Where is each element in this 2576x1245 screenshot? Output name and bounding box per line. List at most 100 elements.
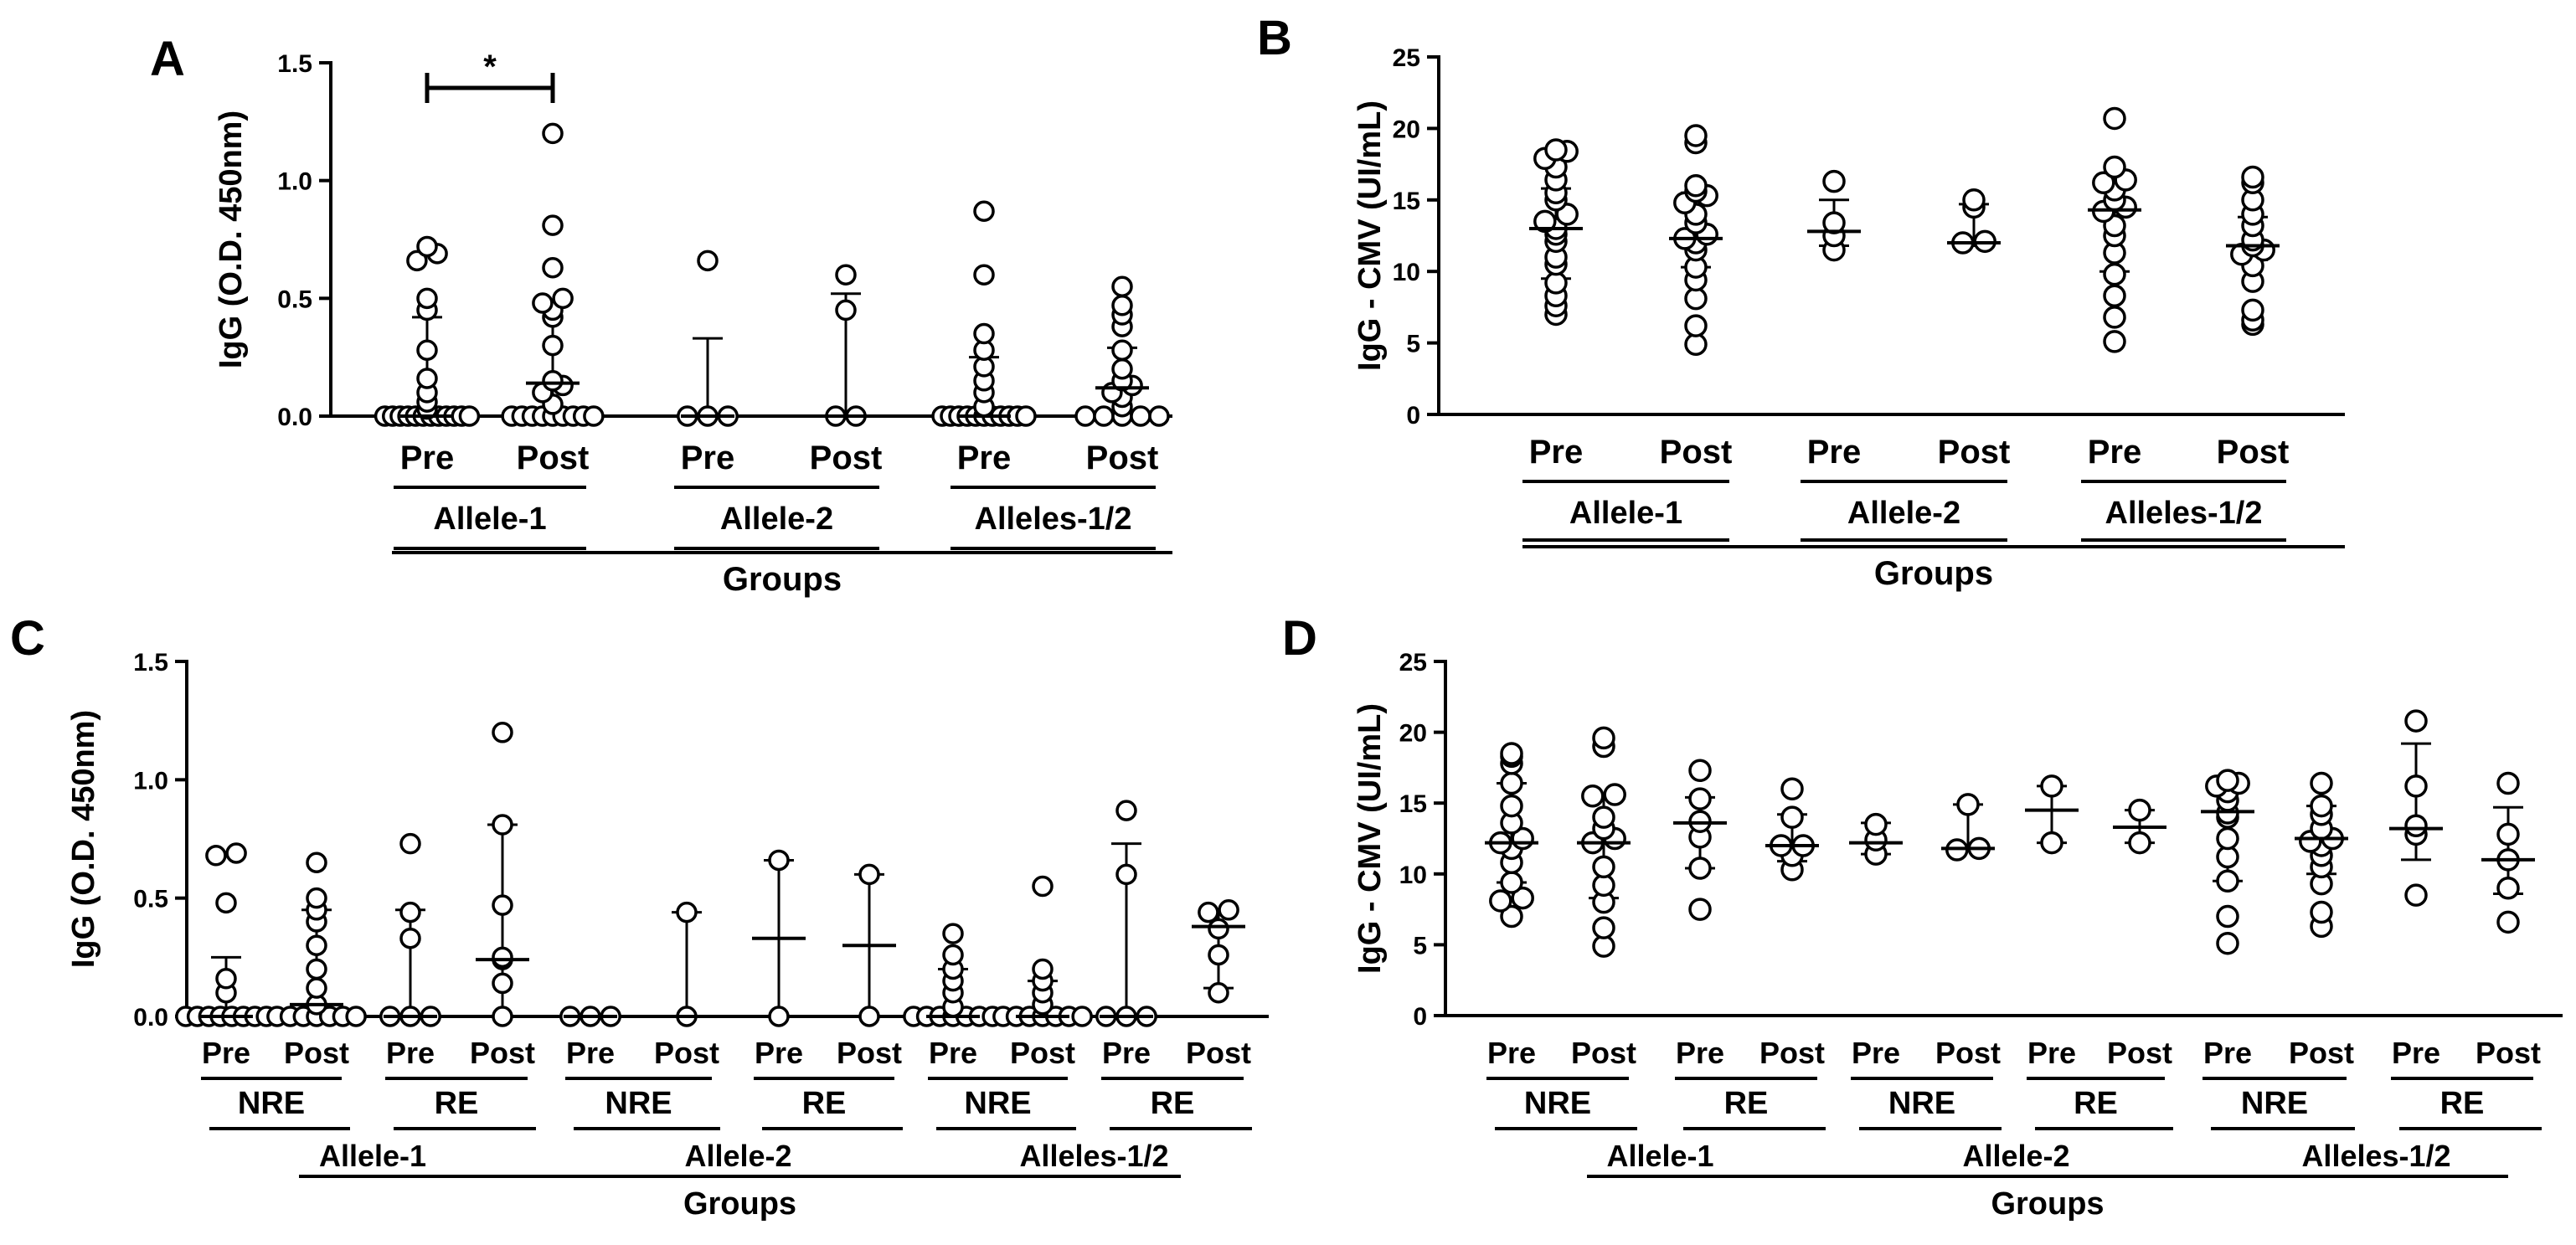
data-point: [1208, 944, 1229, 966]
data-point: [306, 958, 327, 980]
data-point: [2128, 798, 2151, 822]
panel-letter: C: [10, 611, 45, 666]
category-label: Post: [284, 1036, 349, 1070]
data-point: [1500, 904, 1523, 929]
data-point: [835, 264, 857, 286]
category-label: Post: [2476, 1036, 2541, 1070]
y-axis-label: IgG (O.D. 450nm): [66, 710, 101, 968]
category-label: Post: [2107, 1036, 2172, 1070]
category-label: Post: [1186, 1036, 1251, 1070]
data-point: [1688, 898, 1712, 921]
category-label: Post: [2217, 434, 2290, 471]
data-point: [2496, 822, 2520, 846]
y-tick-label: 0: [1413, 1003, 1427, 1031]
y-tick-label: 1.5: [277, 50, 312, 78]
category-label: Post: [1759, 1036, 1825, 1070]
data-point: [2241, 165, 2264, 189]
data-point: [1032, 875, 1054, 898]
y-tick-label: 25: [1399, 649, 1427, 677]
data-point: [1500, 794, 1523, 818]
data-point: [1533, 209, 1557, 234]
data-point: [416, 368, 438, 389]
data-point: [1111, 358, 1133, 380]
data-point: [1688, 787, 1712, 810]
subgroup-label: RE: [2440, 1086, 2485, 1121]
data-point: [2216, 826, 2239, 851]
data-point: [1603, 783, 1626, 806]
subgroup-label: RE: [435, 1086, 479, 1121]
data-point: [492, 946, 513, 969]
subgroup-label: NRE: [238, 1086, 305, 1121]
category-label: Pre: [400, 440, 455, 476]
x-axis-label: Groups: [723, 561, 842, 598]
category-label: Post: [1086, 440, 1159, 476]
group-label: Allele-2: [1962, 1139, 2069, 1173]
data-point: [697, 250, 719, 272]
y-tick-label: 0: [1406, 402, 1420, 430]
data-point: [2310, 794, 2333, 818]
category-label: Pre: [755, 1036, 803, 1070]
category-label: Pre: [566, 1036, 615, 1070]
data-point: [2103, 306, 2126, 329]
category-label: Pre: [1487, 1036, 1536, 1070]
group-label: Allele-1: [1569, 496, 1682, 531]
data-point: [542, 257, 564, 279]
group-label: Alleles-1/2: [975, 502, 1132, 537]
subgroup-label: NRE: [2241, 1086, 2308, 1121]
data-point: [2310, 900, 2333, 924]
category-label: Post: [1660, 434, 1733, 471]
group-label: Allele-1: [433, 502, 546, 537]
data-point: [2216, 931, 2239, 955]
data-point: [542, 214, 564, 236]
y-tick-label: 0.0: [277, 404, 312, 431]
data-point: [1111, 339, 1133, 361]
category-label: Pre: [202, 1036, 250, 1070]
subgroup-label: RE: [2074, 1086, 2118, 1121]
category-label: Pre: [2027, 1036, 2076, 1070]
data-point: [768, 1006, 790, 1027]
data-point: [205, 845, 227, 867]
data-point: [1684, 286, 1708, 311]
data-point: [306, 977, 327, 999]
group-label: Allele-2: [684, 1139, 791, 1173]
category-label: Pre: [1807, 434, 1862, 471]
subgroup-label: RE: [1151, 1086, 1195, 1121]
data-point: [2241, 298, 2264, 322]
data-point: [2310, 771, 2333, 795]
y-tick-label: 15: [1393, 188, 1420, 215]
data-point: [1093, 405, 1115, 427]
data-point: [2496, 876, 2520, 900]
group-label: Allele-1: [319, 1139, 426, 1173]
group-label: Allele-2: [1847, 496, 1960, 531]
category-label: Post: [1010, 1036, 1075, 1070]
data-point: [2103, 106, 2126, 131]
data-point: [858, 1006, 880, 1027]
subgroup-label: NRE: [1888, 1086, 1955, 1121]
data-point: [1688, 759, 1712, 783]
data-point: [416, 287, 438, 310]
data-point: [2128, 831, 2151, 855]
data-point: [1071, 1006, 1093, 1027]
y-tick-label: 15: [1399, 790, 1427, 818]
data-point: [306, 934, 327, 956]
data-point: [2103, 284, 2126, 307]
y-axis-label: IgG (O.D. 450nm): [214, 111, 249, 368]
y-tick-label: 0.5: [133, 886, 168, 913]
data-point: [1688, 857, 1712, 880]
category-label: Post: [2289, 1036, 2354, 1070]
panel-a: A 0.0 0.5 1.0 1.5 IgG (O.D. 450nm) Pre Post Pre P…: [150, 32, 1172, 598]
data-point: [2404, 883, 2428, 907]
data-point: [2404, 814, 2428, 838]
data-point: [306, 887, 327, 909]
data-point: [1489, 889, 1512, 913]
data-point: [1115, 863, 1137, 886]
category-label: Post: [517, 440, 590, 476]
data-point: [345, 1006, 367, 1027]
data-point: [2040, 774, 2063, 798]
data-point: [1864, 812, 1888, 836]
data-point: [1956, 793, 1980, 816]
data-point: [1500, 771, 1523, 795]
y-tick-label: 0.5: [277, 286, 312, 313]
category-label: Pre: [929, 1036, 977, 1070]
data-point: [2404, 709, 2428, 733]
